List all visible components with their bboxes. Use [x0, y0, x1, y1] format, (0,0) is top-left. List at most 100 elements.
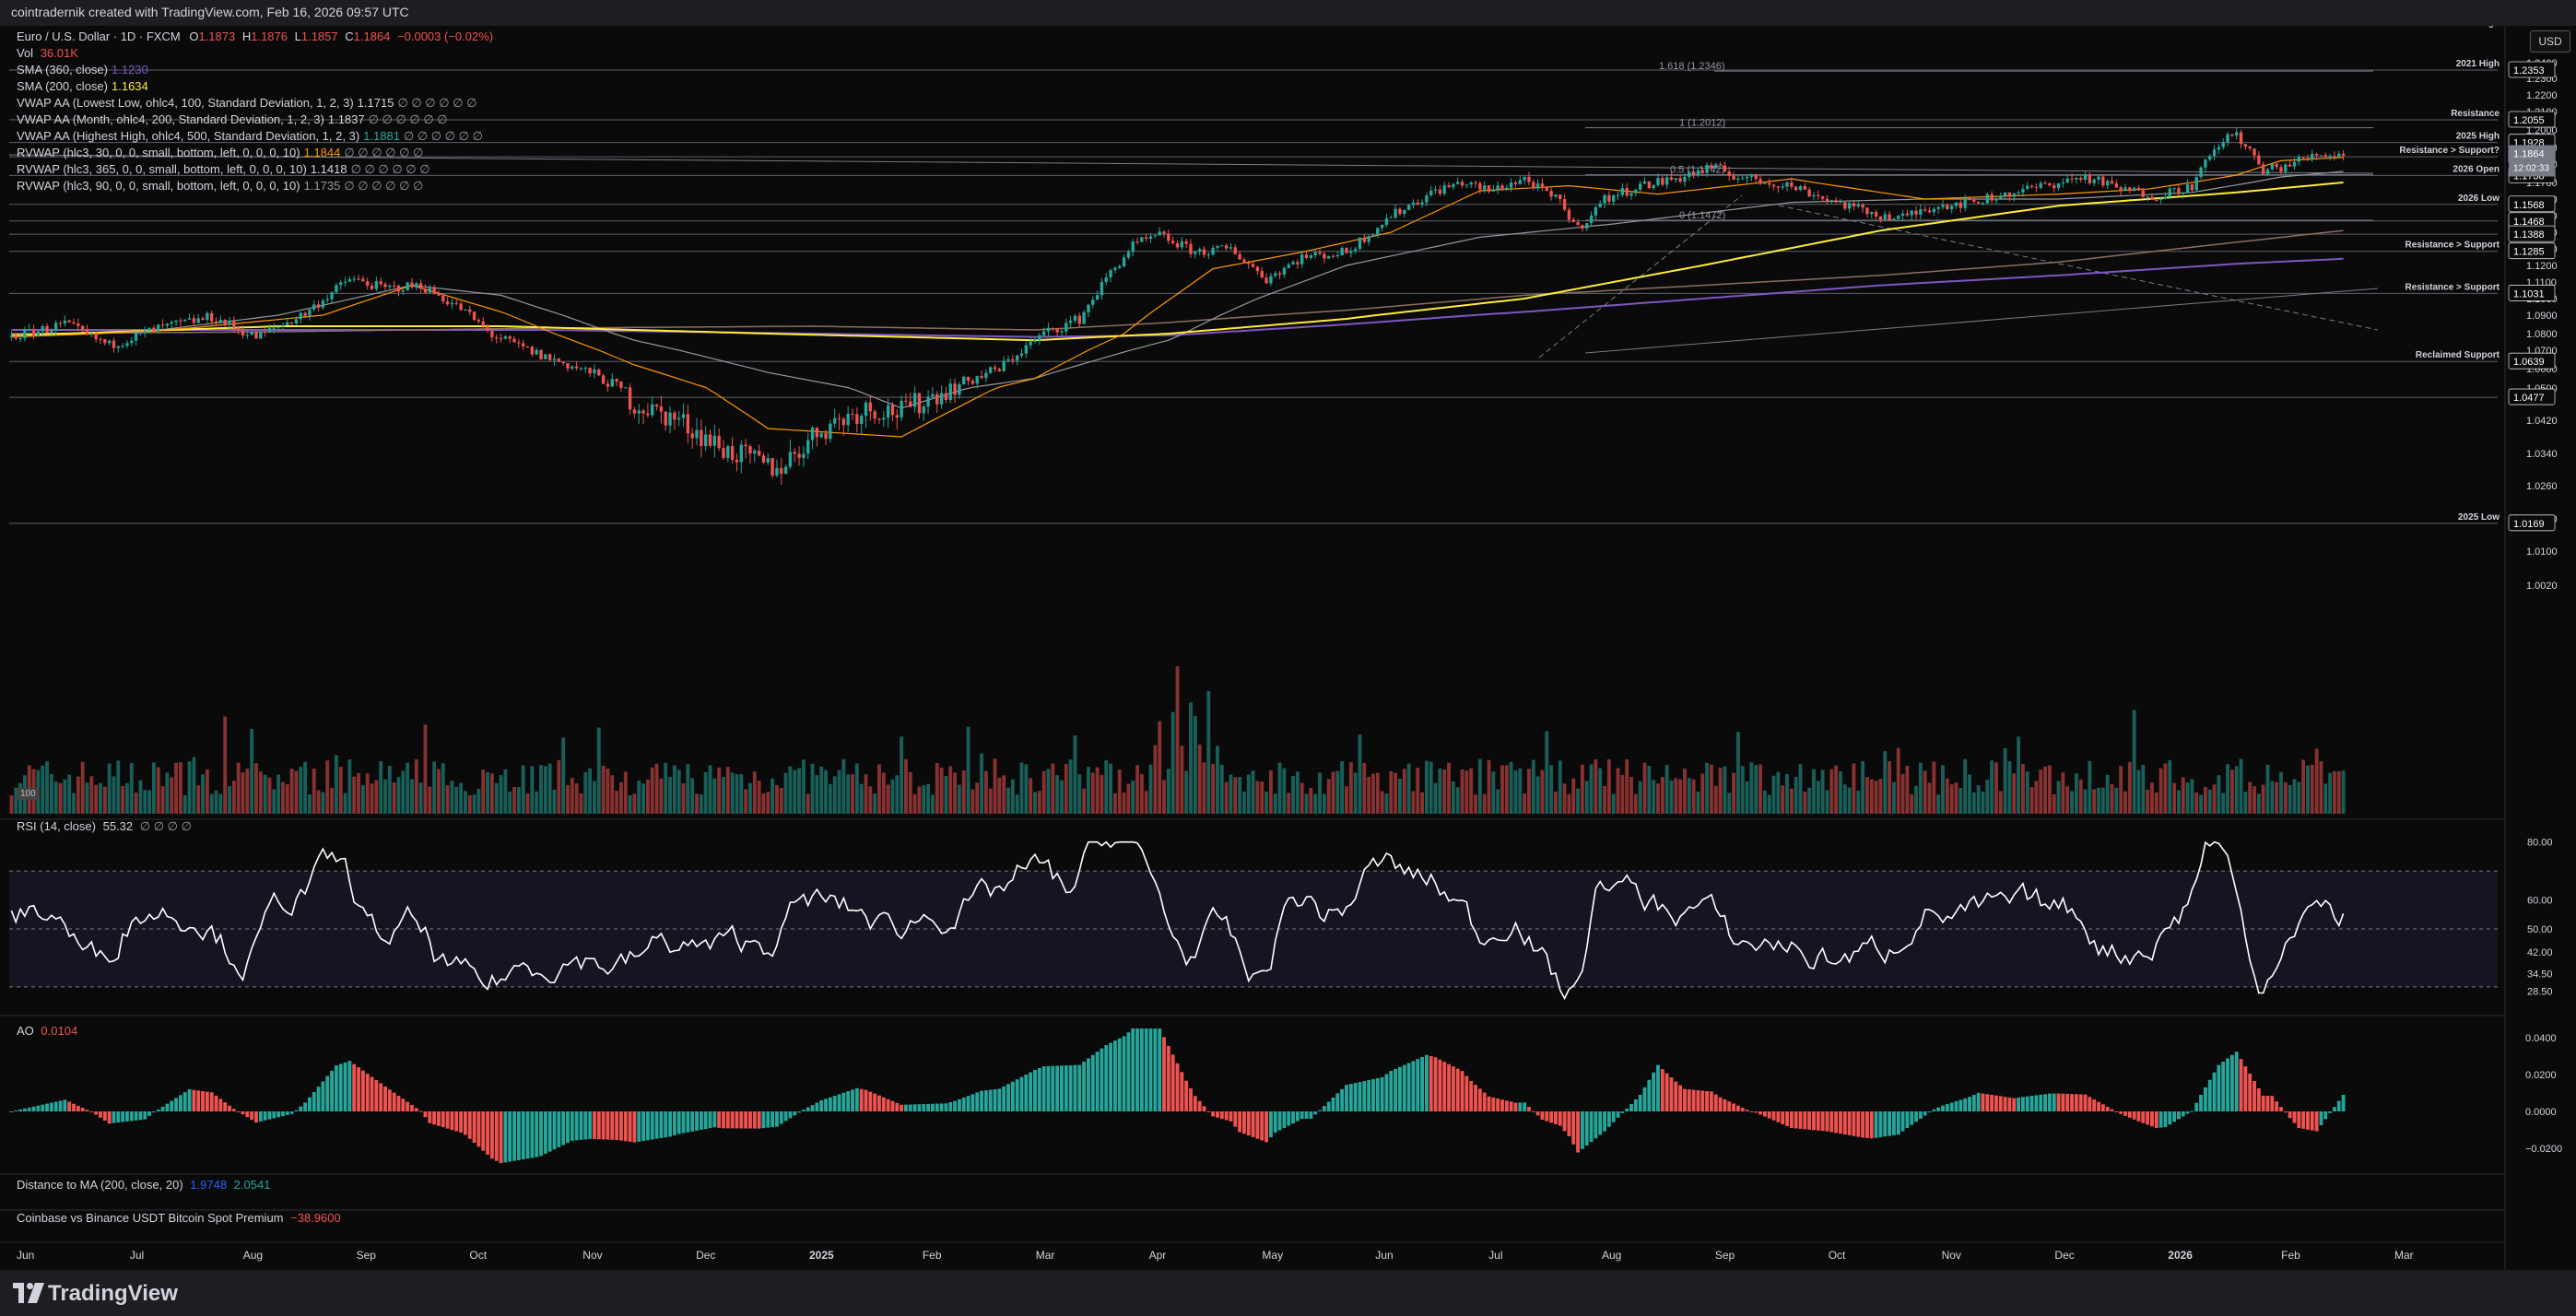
- ao-bar: [1936, 1107, 1941, 1111]
- candle: [712, 424, 717, 458]
- ao-bar: [2323, 1111, 2328, 1120]
- candle-body: [2146, 196, 2149, 198]
- distance-legend[interactable]: Distance to MA (200, close, 20) 1.9748 2…: [17, 1177, 270, 1193]
- candle-body: [1927, 210, 1932, 213]
- candle: [1870, 211, 1874, 219]
- candle: [1429, 185, 1433, 197]
- ao-bar: [783, 1111, 788, 1122]
- candle: [228, 316, 231, 330]
- ao-bar: [1820, 1111, 1825, 1132]
- candle-body: [2212, 149, 2217, 157]
- indicator-line-2[interactable]: VWAP AA (Lowest Low, ohlc4, 100, Standar…: [17, 95, 493, 112]
- indicator-line-4[interactable]: VWAP AA (Highest High, ohlc4, 500, Stand…: [17, 128, 493, 145]
- candle-body: [85, 329, 89, 335]
- open-value: 1.1873: [198, 29, 236, 43]
- ao-bar: [1224, 1111, 1229, 1121]
- candle: [619, 381, 623, 393]
- indicator-line-1[interactable]: SMA (200, close) 1.1634: [17, 78, 493, 95]
- top-bar: coin​tradernik created with TradingView.…: [0, 0, 2576, 26]
- volume-bar: [1754, 765, 1759, 814]
- ao-bar: [793, 1111, 797, 1116]
- candle: [2114, 179, 2119, 188]
- volume-line[interactable]: Vol 36.01K: [17, 45, 493, 62]
- indicator-line-7[interactable]: RVWAP (hlc3, 90, 0, 0, small, bottom, le…: [17, 178, 493, 194]
- candle: [1554, 194, 1558, 199]
- rsi-legend[interactable]: RSI (14, close) 55.32 ∅ ∅ ∅ ∅: [17, 818, 192, 835]
- candle: [1478, 181, 1482, 194]
- ao-bar: [58, 1100, 63, 1111]
- level-price-label: 1.0477: [2513, 393, 2545, 404]
- candle-body: [1411, 202, 1416, 206]
- volume-bar: [432, 761, 437, 814]
- volume-bar: [481, 770, 486, 814]
- indicator-line-0[interactable]: SMA (360, close) 1.1230: [17, 62, 493, 78]
- volume-bar: [1976, 784, 1981, 814]
- candle-body: [23, 329, 27, 339]
- tradingview-brand[interactable]: TradingView: [13, 1281, 178, 1307]
- candle-body: [2083, 174, 2088, 180]
- volume-bar: [387, 765, 392, 814]
- ao-bar: [165, 1103, 170, 1111]
- candle: [1060, 328, 1064, 337]
- premium-legend[interactable]: Coinbase vs Binance USDT Bitcoin Spot Pr…: [17, 1210, 341, 1227]
- candle: [63, 315, 67, 327]
- symbol-line[interactable]: Euro / U.S. Dollar · 1D · FXCM O1.1873 H…: [17, 29, 494, 43]
- ao-bar: [1255, 1111, 1260, 1139]
- ao-bar: [1282, 1111, 1287, 1128]
- indicator-line-6[interactable]: RVWAP (hlc3, 365, 0, 0, small, bottom, l…: [17, 161, 493, 178]
- volume-bar: [63, 779, 67, 814]
- candle: [1206, 253, 1210, 260]
- volume-bar: [2283, 781, 2288, 814]
- volume-bar: [725, 767, 730, 814]
- volume-bar: [774, 785, 779, 814]
- indicator-line-5[interactable]: RVWAP (hlc3, 30, 0, 0, small, bottom, le…: [17, 145, 493, 161]
- volume-bar: [703, 771, 708, 814]
- ao-bar: [1175, 1063, 1180, 1111]
- candle: [1749, 173, 1754, 182]
- price-tick-label: 1.0800: [2526, 329, 2558, 340]
- bottom-bar: TradingView: [0, 1270, 2576, 1316]
- candle-body: [566, 363, 570, 369]
- volume-bar: [406, 762, 410, 814]
- candle: [1011, 355, 1015, 365]
- volume-bar: [547, 763, 552, 814]
- candle-body: [1197, 249, 1202, 252]
- ao-legend[interactable]: AO 0.0104: [17, 1023, 77, 1040]
- premium-value: −38.9600: [290, 1211, 341, 1225]
- volume-bar: [1189, 702, 1193, 814]
- volume-bar: [218, 793, 223, 814]
- volume-bar: [1131, 781, 1135, 814]
- ao-bar: [1905, 1111, 1910, 1128]
- volume-bar: [1998, 791, 2003, 814]
- ao-bar: [2319, 1111, 2323, 1125]
- volume-bar: [1905, 766, 1910, 814]
- volume-bar: [1358, 734, 1362, 814]
- indicator-line-3[interactable]: VWAP AA (Month, ohlc4, 200, Standard Dev…: [17, 112, 493, 128]
- candle-body: [1581, 225, 1584, 229]
- ao-bar: [160, 1106, 165, 1111]
- candle-body: [339, 282, 343, 286]
- currency-button[interactable]: USD: [2530, 30, 2570, 53]
- candle: [1946, 203, 1949, 211]
- ao-bar: [1260, 1111, 1264, 1141]
- volume-bar: [472, 794, 476, 814]
- volume-bar: [192, 757, 196, 814]
- candle-body: [58, 323, 63, 324]
- candle-body: [2053, 185, 2056, 189]
- volume-bar: [1652, 780, 1656, 814]
- volume-bar: [423, 724, 428, 814]
- volume-bar: [2203, 786, 2207, 814]
- candle: [1771, 183, 1776, 191]
- ao-bar: [1807, 1111, 1812, 1130]
- volume-badge[interactable]: 100: [17, 788, 40, 800]
- volume-bar: [1073, 735, 1077, 814]
- candle: [263, 327, 267, 337]
- price-chart[interactable]: 1.24001.23001.22001.21001.20001.19001.18…: [0, 26, 2576, 1270]
- candle-body: [632, 409, 637, 414]
- ao-bar: [530, 1111, 535, 1158]
- candle-body: [2114, 183, 2119, 188]
- level-price-box: [2508, 225, 2556, 242]
- volume-bar: [2185, 782, 2190, 814]
- candle: [1794, 185, 1798, 192]
- candle: [2168, 185, 2171, 200]
